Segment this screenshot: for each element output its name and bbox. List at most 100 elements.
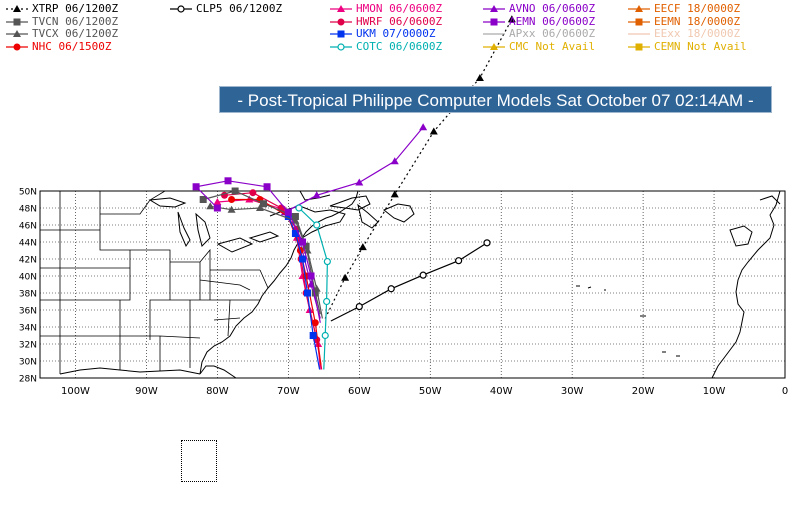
track-point-clp5 — [455, 257, 463, 265]
legend-label: AVNO 06/0600Z — [509, 2, 596, 15]
axis-labels: 100W 90W 80W 70W 60W 50W 40W 30W 20W 10W 0 28N 30N 32… — [19, 188, 788, 398]
lat-tick-label: 46N — [19, 222, 37, 232]
track-point-cotc — [323, 257, 331, 266]
track-point-nhc — [311, 319, 319, 327]
track-point-avno — [419, 123, 428, 131]
track-cotc — [295, 204, 331, 370]
legend-item-cemn: CEMN Not Avail — [628, 39, 778, 53]
legend-swatch-tvcn — [6, 18, 28, 25]
legend-marker-cemn — [635, 43, 643, 50]
track-point-clp5 — [387, 285, 395, 293]
legend-item-aemn: AEMN 06/0600Z — [483, 14, 633, 28]
legend-label: TVCN 06/1200Z — [32, 14, 119, 28]
lat-tick-label: 34N — [19, 324, 37, 334]
track-point-ukm — [291, 230, 299, 237]
track-point-xtrp — [507, 15, 516, 23]
legend-item-xtrp: XTRP 06/1200Z — [6, 3, 156, 15]
legend-item-clp5: CLP5 06/1200Z — [170, 3, 320, 15]
lon-tick-label: 50W — [419, 386, 442, 397]
track-clp5 — [330, 239, 491, 322]
atlantic-islands — [576, 285, 680, 357]
track-line-xtrp — [324, 19, 513, 319]
legend-swatch-hmon — [330, 5, 352, 12]
track-point-aemn — [213, 204, 221, 212]
lon-tick-label: 60W — [348, 386, 371, 397]
lat-tick-label: 28N — [19, 375, 37, 385]
track-point-xtrp — [341, 273, 350, 281]
track-point-aemn — [224, 177, 232, 185]
legend-swatch-hwrf — [330, 18, 352, 25]
track-point-tvcx — [227, 205, 236, 213]
legend-marker-tvcx — [13, 30, 21, 37]
legend-swatch-cotc — [330, 42, 352, 51]
track-point-avno — [390, 157, 399, 165]
track-point-aemn — [263, 183, 271, 191]
track-line-aemn — [194, 180, 321, 323]
legend-swatch-tvcx — [6, 30, 28, 37]
track-point-tvcn — [260, 200, 267, 208]
legend-swatch-ukm — [330, 30, 352, 38]
legend-marker-avno — [490, 5, 498, 12]
legend-swatch-cemn — [628, 43, 650, 50]
track-point-avno — [312, 191, 321, 199]
legend-marker-tvcn — [13, 18, 21, 25]
track-point-aemn — [307, 272, 315, 280]
legend-item-eemn: EEMN 18/0000Z — [628, 15, 778, 28]
legend-label: CLP5 06/1200Z — [196, 2, 283, 15]
florida-coast — [199, 365, 237, 379]
track-line-clp5 — [330, 242, 488, 322]
legend-item-hmon: HMON 06/0600Z — [330, 3, 480, 15]
track-line-nhc — [231, 198, 322, 366]
legend-item-eecf: EECF 18/0000Z — [628, 3, 778, 15]
lon-tick-label: 30W — [561, 386, 584, 397]
north-america-coast — [39, 190, 359, 378]
legend-item-ukm: UKM 07/0000Z — [330, 28, 480, 40]
legend-swatch-eexx — [628, 33, 650, 35]
track-point-aemn — [192, 183, 200, 191]
legend-marker-hmon — [337, 5, 345, 12]
track-point-ukm — [299, 255, 307, 263]
track-point-tvcx — [255, 204, 264, 211]
track-point-ukm — [303, 289, 311, 297]
legend-marker-xtrp — [13, 5, 21, 12]
lat-tick-label: 36N — [19, 307, 37, 317]
selection-box — [181, 440, 217, 482]
track-point-cotc — [321, 331, 329, 340]
track-point-avno — [355, 178, 364, 186]
model-legend: XTRP 06/1200Z TVCN 06/1200Z TVCX 06/1200Z N… — [0, 0, 800, 60]
track-point-xtrp — [390, 190, 399, 198]
track-point-ukm — [309, 332, 317, 339]
legend-marker-aemn — [490, 18, 498, 25]
legend-marker-clp5 — [177, 5, 185, 13]
state-borders — [40, 190, 269, 374]
track-point-tvcn — [231, 187, 239, 195]
legend-swatch-avno — [483, 5, 505, 12]
legend-label: AEMN 06/0600Z — [509, 14, 596, 28]
track-point-hmon — [213, 198, 222, 206]
canada-maritimes — [269, 190, 415, 239]
lat-tick-label: 30N — [19, 358, 37, 368]
track-point-cotc — [323, 297, 331, 306]
track-point-clp5 — [355, 303, 363, 311]
lon-tick-label: 80W — [206, 386, 229, 397]
legend-label: CMC Not Avail — [509, 39, 596, 53]
legend-swatch-xtrp — [6, 5, 28, 12]
track-ukm — [284, 213, 321, 370]
legend-marker-cotc — [337, 42, 345, 51]
legend-label: EECF 18/0000Z — [654, 2, 741, 15]
title-banner: - Post-Tropical Philippe Computer Models… — [219, 86, 772, 113]
track-point-tvcn — [199, 196, 207, 203]
legend-label: CEMN Not Avail — [654, 39, 747, 53]
track-point-tvcn — [311, 289, 319, 297]
legend-label: HWRF 06/0600Z — [356, 14, 443, 28]
legend-marker-ukm — [337, 30, 345, 38]
legend-swatch-nhc — [6, 43, 28, 50]
track-point-tvcn — [291, 213, 299, 220]
legend-label: HMON 06/0600Z — [356, 2, 443, 15]
legend-swatch-cmc — [483, 42, 505, 50]
lat-tick-label: 48N — [19, 205, 37, 215]
lon-tick-label: 90W — [135, 386, 158, 397]
legend-label: EExx 18/0000Z — [654, 27, 741, 40]
legend-marker-hwrf — [337, 18, 345, 25]
track-line-cotc — [298, 207, 329, 370]
